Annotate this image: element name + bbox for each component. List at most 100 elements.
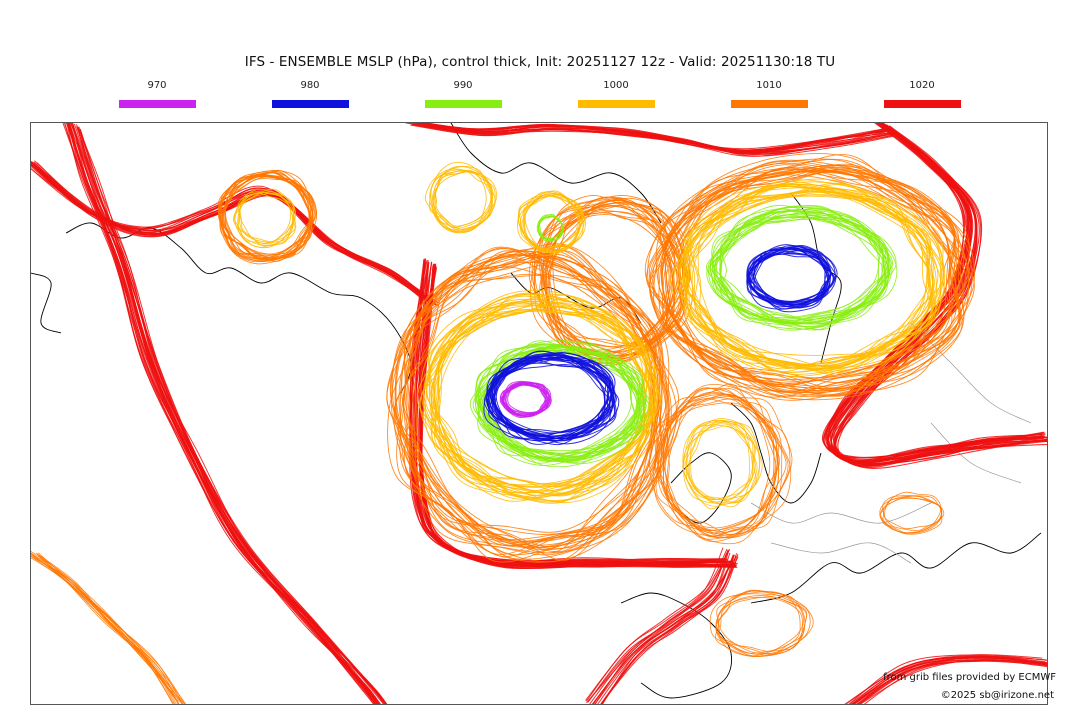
isobar-1010 [403, 262, 672, 563]
isobar-980 [493, 352, 611, 437]
isobar-1000 [689, 191, 944, 377]
isobar-1010 [656, 383, 779, 531]
legend-label: 980 [300, 80, 320, 91]
isobar-1000 [687, 424, 763, 508]
isobar-1020 [592, 552, 731, 704]
coastline [750, 532, 1042, 604]
isobar-1010 [31, 555, 174, 704]
legend-swatch [883, 100, 961, 108]
isobar-990 [477, 347, 639, 464]
isobar-1010 [646, 171, 952, 395]
isobar-1000 [678, 182, 932, 370]
isobar-1010 [882, 495, 942, 532]
isobar-1020 [77, 127, 387, 704]
isobar-1000 [437, 301, 653, 494]
isobar-980 [489, 354, 612, 437]
chart-title: IFS - ENSEMBLE MSLP (hPa), control thick… [244, 54, 836, 70]
legend-item-1000: 1000 [576, 79, 656, 108]
isobar-1010 [224, 169, 313, 260]
legend-label: 990 [453, 80, 473, 91]
isobar-1020 [31, 163, 427, 301]
source-credit: from grib files provided by ECMWF [883, 672, 1056, 683]
isobar-1010 [399, 255, 656, 560]
isobar-1010 [709, 593, 801, 654]
isobar-1010 [548, 199, 691, 360]
isobar-1020 [594, 554, 734, 704]
isobar-1000 [684, 421, 757, 505]
isobar-990 [713, 216, 887, 330]
isobar-990 [485, 347, 645, 462]
isobar-1010 [31, 553, 177, 704]
isobar-1010 [657, 169, 970, 390]
isobar-1020 [848, 654, 1043, 704]
legend-item-990: 990 [423, 79, 503, 108]
isobar-1020 [72, 125, 380, 704]
isobar-1010 [666, 396, 792, 539]
isobar-1010 [654, 394, 777, 539]
isobar-1010 [879, 497, 942, 534]
isobar-970 [502, 383, 549, 416]
isobar-1000 [682, 420, 754, 500]
isobar-1020 [72, 124, 379, 704]
isobar-1000 [434, 293, 659, 494]
isobar-1010 [31, 552, 179, 703]
country-border [750, 502, 932, 524]
isobar-1000 [689, 194, 946, 373]
isobar-1020 [421, 263, 737, 567]
legend-swatch [271, 100, 349, 108]
isobar-1010 [391, 246, 655, 554]
isobar-1020 [70, 123, 380, 704]
legend-item-980: 980 [270, 79, 350, 108]
isobar-1000 [428, 293, 650, 492]
isobar-1010 [718, 595, 808, 657]
isobar-1020 [422, 123, 886, 150]
isobar-970 [502, 384, 549, 418]
isobar-1020 [71, 123, 380, 704]
legend-label: 1020 [909, 80, 935, 91]
isobar-1000 [429, 161, 493, 227]
isobar-contours [31, 123, 1047, 704]
isobar-1010 [716, 590, 806, 656]
isobar-1010 [217, 176, 311, 260]
legend-item-1010: 1010 [729, 79, 809, 108]
isobar-1000 [682, 425, 756, 510]
isobar-990 [475, 344, 638, 458]
legend-item-1020: 1020 [882, 79, 962, 108]
isobar-1010 [395, 275, 657, 549]
isobar-990 [536, 214, 564, 240]
isobar-1000 [676, 185, 931, 370]
coastline [620, 592, 733, 699]
isobar-1010 [882, 497, 943, 535]
isobar-1010 [678, 167, 976, 398]
isobar-1010 [715, 589, 804, 652]
isobar-1010 [31, 555, 177, 701]
isobar-1020 [589, 548, 731, 704]
isobar-1000 [683, 191, 942, 365]
isobar-980 [486, 357, 609, 438]
isobar-1000 [681, 183, 934, 369]
isobar-1000 [673, 194, 942, 370]
isobar-1020 [602, 554, 734, 704]
isobar-1020 [852, 657, 1047, 704]
legend-swatch [577, 100, 655, 108]
isobar-1020 [71, 123, 379, 704]
isobar-1000 [688, 418, 760, 501]
isobar-1020 [418, 123, 889, 152]
legend-swatch [424, 100, 502, 108]
isobar-990 [720, 214, 886, 331]
isobar-1010 [39, 557, 186, 704]
isobar-990 [714, 212, 890, 328]
isobar-1000 [424, 168, 487, 231]
isobar-1000 [234, 192, 295, 246]
isobar-1010 [663, 158, 962, 387]
isobar-1000 [428, 295, 648, 488]
isobar-1020 [586, 547, 724, 702]
isobar-1010 [664, 164, 956, 398]
isobar-1000 [524, 190, 586, 251]
isobar-1000 [434, 165, 498, 229]
isobar-1000 [422, 298, 650, 498]
isobar-980 [746, 247, 826, 306]
isobar-1010 [665, 164, 975, 401]
legend-swatch [118, 100, 196, 108]
isobar-980 [495, 355, 614, 440]
